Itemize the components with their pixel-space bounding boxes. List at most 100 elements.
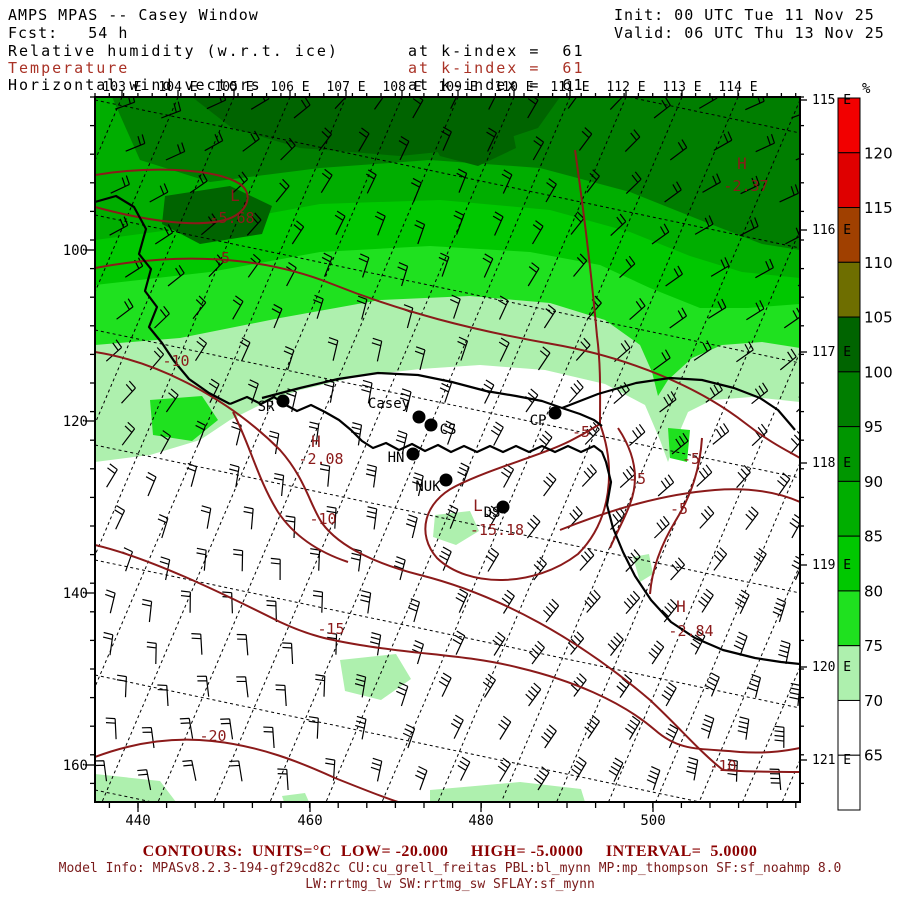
colorbar-tick-label: 65 — [864, 747, 883, 765]
wind-barb — [441, 126, 452, 151]
wind-barb — [670, 557, 685, 581]
station-dot-hn — [406, 447, 420, 461]
colorbar-tick-label: 105 — [864, 309, 893, 327]
rh-fill-patch — [433, 511, 479, 545]
wind-barb — [736, 341, 754, 363]
wind-barb — [239, 337, 251, 362]
temperature-contour — [95, 351, 800, 773]
extremum-value: -2.37 — [723, 177, 768, 195]
station-dot-ds — [496, 500, 510, 514]
wind-barb — [233, 548, 244, 572]
wind-barb — [366, 506, 378, 530]
wind-barb — [539, 430, 553, 455]
wind-barb — [453, 210, 465, 235]
coastline — [95, 194, 231, 405]
wind-barb — [122, 547, 134, 572]
wind-barb — [755, 258, 774, 279]
coastline — [261, 371, 603, 427]
wind-barb — [533, 766, 550, 791]
wind-barb — [567, 505, 583, 529]
meridian-line — [95, 97, 291, 557]
chart-title: AMPS MPAS -- Casey Window — [8, 6, 259, 24]
colorbar-segment — [837, 371, 861, 428]
station-dot-casey — [412, 410, 426, 424]
wind-barb — [486, 127, 498, 152]
wind-barb — [745, 97, 765, 111]
wind-barb — [321, 252, 333, 277]
model-info-line-2: LW:rrtmg_lw SW:rrtmg_sw SFLAY:sf_mynn — [305, 877, 595, 892]
wind-barb — [439, 546, 452, 571]
station-dot-cp — [548, 406, 562, 420]
wind-barb — [698, 588, 714, 613]
contour-label: -5 — [682, 450, 700, 468]
extremum-symbol: L — [473, 496, 483, 515]
wind-barb — [393, 556, 406, 581]
wind-barb — [525, 388, 539, 413]
extremum-value: -2.84 — [668, 622, 713, 640]
contour-label: -10 — [709, 757, 736, 775]
wind-barb — [308, 716, 319, 739]
wind-barb — [370, 757, 383, 782]
contour-label: -20 — [199, 727, 226, 745]
coastline — [229, 395, 800, 666]
wind-barb — [581, 463, 597, 487]
wind-barb — [110, 175, 130, 194]
wind-barb — [200, 505, 212, 529]
wind-barb — [492, 631, 506, 656]
wind-barb — [712, 423, 730, 445]
station-label-casey: Casey — [368, 396, 410, 412]
y-axis-label: 120 — [63, 414, 88, 430]
colorbar-segment — [837, 699, 861, 756]
parallel-line — [95, 559, 800, 709]
wind-barb — [532, 136, 545, 161]
wind-barb — [541, 724, 557, 749]
wind-barb — [154, 224, 174, 245]
wind-barb — [146, 641, 157, 665]
meridian-line — [556, 229, 800, 802]
wind-barb — [220, 718, 234, 740]
wind-barb — [740, 175, 760, 195]
wind-barb — [318, 127, 333, 152]
wind-barb — [734, 589, 750, 614]
wind-barb — [161, 101, 182, 119]
rh-fill-patch — [282, 793, 309, 802]
wind-barb — [308, 421, 320, 445]
wind-barb — [455, 588, 469, 613]
map-frame — [94, 96, 801, 803]
wind-barb — [669, 307, 688, 329]
y-axis-label: 140 — [63, 586, 88, 602]
longitude-label-top: 111 E — [550, 80, 589, 95]
wind-barb — [204, 131, 224, 152]
colorbar-tick-label: 115 — [864, 199, 893, 217]
wind-barb — [651, 223, 670, 245]
colorbar-segment — [837, 426, 861, 482]
wind-barb — [584, 714, 600, 739]
wind-barb — [371, 337, 383, 362]
wind-barb — [568, 379, 584, 403]
wind-barb — [659, 391, 677, 413]
wind-barb — [497, 757, 511, 782]
wind-barb — [755, 134, 776, 153]
wind-barb — [280, 137, 296, 161]
field-label-temperature: Temperature — [8, 59, 130, 77]
wind-barb — [159, 430, 171, 455]
wind-barb — [231, 421, 242, 446]
wind-barb — [320, 168, 333, 194]
longitude-label-top: 109 E — [438, 80, 477, 95]
rh-fill-patch — [150, 396, 218, 441]
wind-barb — [374, 211, 386, 236]
longitude-label-top: 106 E — [270, 80, 309, 95]
wind-barb — [705, 672, 720, 697]
wind-barb — [438, 252, 450, 277]
wind-barb — [696, 464, 713, 487]
wind-barb — [710, 257, 730, 277]
field-level-temperature: at k-index = 61 — [408, 59, 585, 77]
longitude-label-top: 107 E — [326, 80, 365, 95]
wind-barb — [571, 756, 587, 781]
wind-barb — [528, 640, 545, 665]
wind-barb — [116, 674, 127, 698]
wind-barb — [693, 340, 712, 361]
wind-barb — [154, 305, 170, 329]
